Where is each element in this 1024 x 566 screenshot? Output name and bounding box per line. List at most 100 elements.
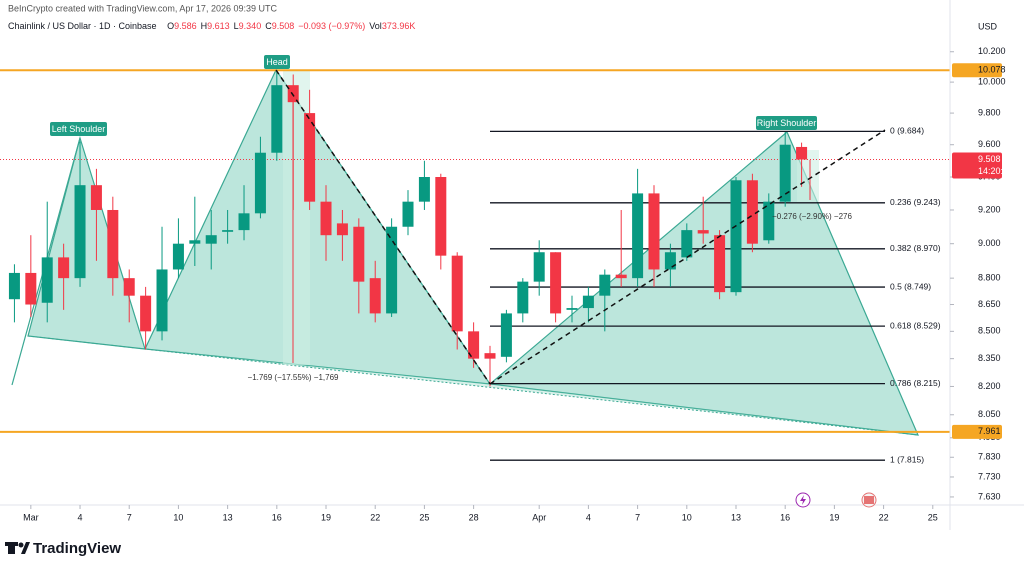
y-tick-label: 8.050	[978, 409, 1001, 419]
credit: BeInCrypto created with TradingView.com,…	[8, 3, 277, 13]
dashed-line	[275, 69, 491, 385]
candle-body	[582, 295, 594, 309]
candle-body	[681, 230, 693, 258]
fib-label: 0.786 (8.215)	[890, 378, 941, 388]
head-label: Head	[266, 57, 288, 67]
flag	[864, 496, 874, 504]
candle-body	[730, 180, 742, 293]
fib-label: 0.5 (8.749)	[890, 281, 931, 291]
x-tick-label: 22	[879, 512, 889, 522]
candle-body	[500, 313, 512, 357]
candle-body	[763, 201, 775, 241]
ohlc-value: 373.96K	[382, 21, 416, 31]
logo-mark	[8, 542, 15, 554]
level-tag	[952, 424, 1002, 439]
ohlc-value: 9.508	[272, 21, 295, 31]
candle-body	[90, 185, 102, 210]
logo: TradingView	[5, 540, 121, 557]
x-tick-label: Apr	[532, 512, 546, 522]
ohlc-value: 9.340	[239, 21, 262, 31]
label-box	[50, 122, 107, 136]
candle-body	[533, 252, 545, 282]
pattern	[11, 68, 919, 436]
logo-mark	[5, 542, 18, 546]
x-tick-label: 13	[731, 512, 741, 522]
x-tick-label: 4	[586, 512, 591, 522]
trend-lines	[275, 69, 886, 385]
level-tag-label: 10.078	[978, 65, 1006, 75]
dashed-line	[489, 129, 886, 385]
candle-body	[418, 177, 430, 202]
logo-mark	[21, 542, 30, 554]
ohlc-value: 9.586	[174, 21, 197, 31]
x-tick-label: 16	[272, 512, 282, 522]
symbol-line: Chainlink / US Dollar · 1D · Coinbase O9…	[8, 21, 415, 31]
symbol: Chainlink / US Dollar · 1D · Coinbase	[8, 21, 157, 31]
fib-label: 1 (7.815)	[890, 454, 924, 464]
x-tick-label: 13	[223, 512, 233, 522]
candle-body	[205, 235, 217, 244]
candle-body	[451, 255, 463, 332]
measure-label: −1.769 (−17.55%) −1,769	[248, 373, 340, 382]
candle-body	[435, 177, 447, 256]
candle-body	[796, 146, 808, 160]
candle-body	[8, 272, 20, 300]
candle-body	[25, 272, 37, 305]
candle-body	[320, 201, 332, 236]
x-tick-label: Mar	[23, 512, 39, 522]
candle-body	[287, 85, 299, 103]
ohlc-key: Vol	[369, 21, 382, 31]
levels: 0 (9.684) 0.236 (9.243) 0.382 (8.970) 0.5 (…	[0, 69, 950, 464]
candle-body	[468, 331, 480, 359]
measure-label: −0.276 (−2.90%) −276	[772, 212, 852, 221]
candle-body	[222, 230, 234, 232]
candle-body	[41, 257, 53, 303]
candles	[8, 69, 808, 387]
y-tick-label: 7.830	[978, 452, 1001, 462]
fib-label: 0 (9.684)	[890, 126, 924, 136]
neck-area	[28, 336, 918, 435]
candle-body	[615, 274, 627, 279]
y-tick-label: 8.650	[978, 299, 1001, 309]
candle-body	[517, 281, 529, 314]
candle-body	[353, 226, 365, 282]
candle-body	[107, 209, 119, 279]
logo-mark	[18, 542, 24, 548]
candle-body	[369, 278, 381, 314]
left-shoulder-label: Left Shoulder	[52, 124, 106, 134]
y-tick-label: 9.600	[978, 139, 1001, 149]
x-tick-label: 16	[780, 512, 790, 522]
candle-body	[599, 274, 611, 296]
x-tick-label: 10	[682, 512, 692, 522]
candle-body	[566, 308, 578, 310]
candle-body	[238, 213, 250, 231]
candle-body	[386, 226, 398, 314]
y-tick-label: 8.800	[978, 273, 1001, 283]
candle-body	[550, 252, 562, 314]
right-shoulder-label: Right Shoulder	[757, 118, 817, 128]
x-tick-label: 25	[928, 512, 938, 522]
candle-body	[632, 193, 644, 279]
x-tick-label: 28	[469, 512, 479, 522]
candle-body	[746, 180, 758, 244]
x-tick-label: 7	[127, 512, 132, 522]
ohlc-value: −0.093 (−0.97%)	[298, 21, 365, 31]
candle-body	[140, 295, 152, 332]
y-tick-label: 10.000	[978, 76, 1006, 86]
level-tag	[952, 63, 1002, 78]
candle-body	[714, 235, 726, 293]
fib-label: 0.382 (8.970)	[890, 243, 941, 253]
y-tick-label: 8.500	[978, 326, 1001, 336]
label-box	[264, 55, 290, 69]
currency: USD	[978, 21, 998, 31]
ohlc-key: H	[201, 21, 208, 31]
candle-body	[336, 223, 348, 236]
fib-label: 0.236 (9.243)	[890, 197, 941, 207]
measure-box	[797, 150, 819, 202]
ohlc-key: L	[234, 21, 239, 31]
countdown: 14:20:20	[978, 166, 1013, 176]
candle-body	[123, 278, 135, 296]
label-box	[756, 116, 817, 130]
